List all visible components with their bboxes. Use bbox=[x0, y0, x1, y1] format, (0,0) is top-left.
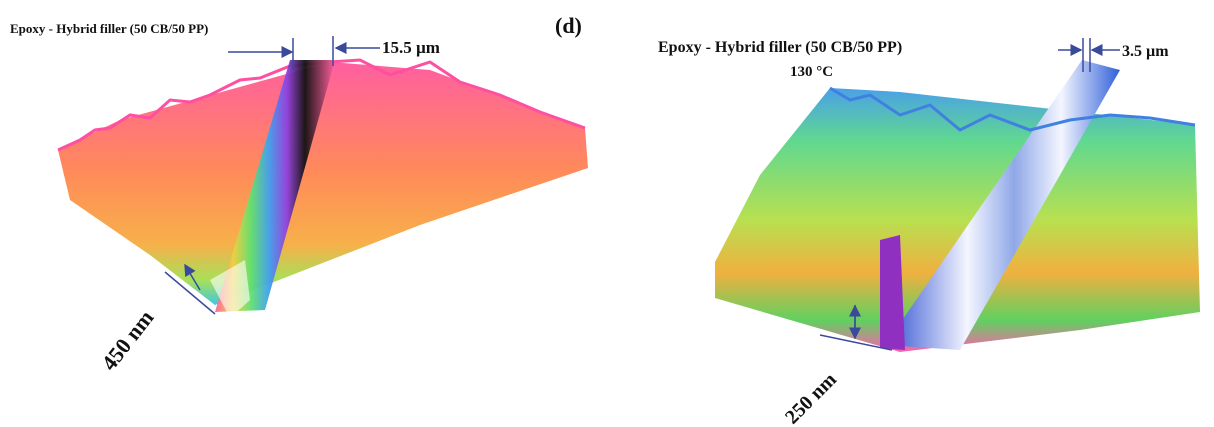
panel-title: Epoxy - Hybrid filler (50 CB/50 PP) bbox=[658, 39, 902, 56]
annotations-right bbox=[819, 38, 1120, 351]
depth-label: 250 nm bbox=[781, 368, 841, 427]
annotations-left bbox=[164, 36, 380, 315]
panel-title: Epoxy - Hybrid filler (50 CB/50 PP) bbox=[10, 21, 208, 36]
width-label: 3.5 µm bbox=[1122, 43, 1169, 60]
surface-left bbox=[57, 58, 588, 318]
surface-right bbox=[715, 60, 1200, 352]
width-label: 15.5 µm bbox=[382, 38, 440, 57]
panel-label: (d) bbox=[555, 13, 582, 38]
depth-label: 450 nm bbox=[96, 305, 158, 375]
temperature-label: 130 °C bbox=[790, 64, 833, 80]
